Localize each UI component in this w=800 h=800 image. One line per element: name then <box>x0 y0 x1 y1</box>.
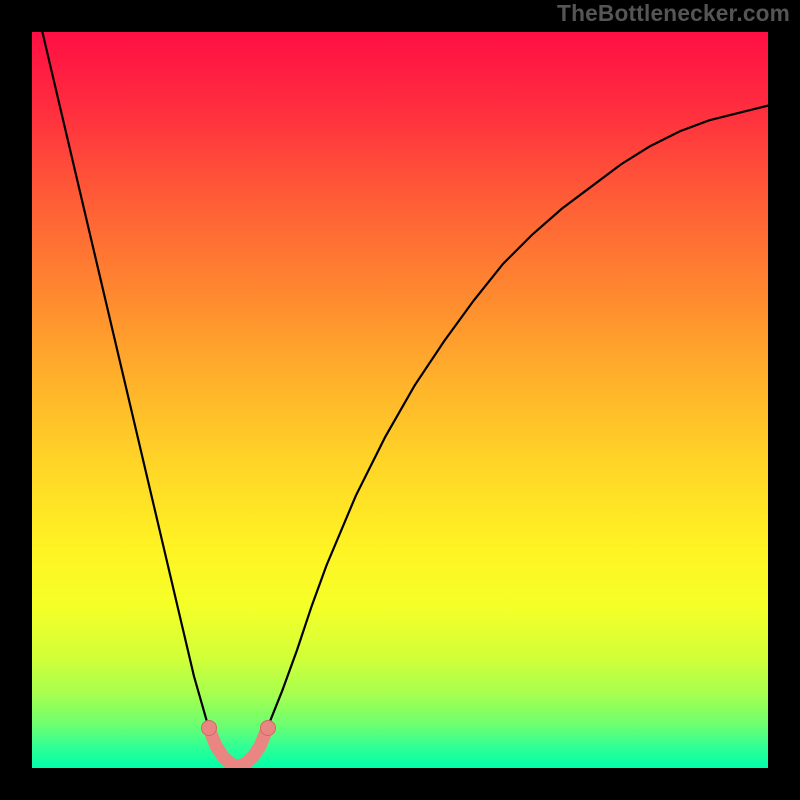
watermark-label: TheBottlenecker.com <box>557 0 790 27</box>
gradient-background <box>32 32 768 768</box>
plot-area <box>32 32 768 768</box>
marker-dot <box>201 720 217 736</box>
stage: TheBottlenecker.com <box>0 0 800 800</box>
marker-dot <box>260 720 276 736</box>
